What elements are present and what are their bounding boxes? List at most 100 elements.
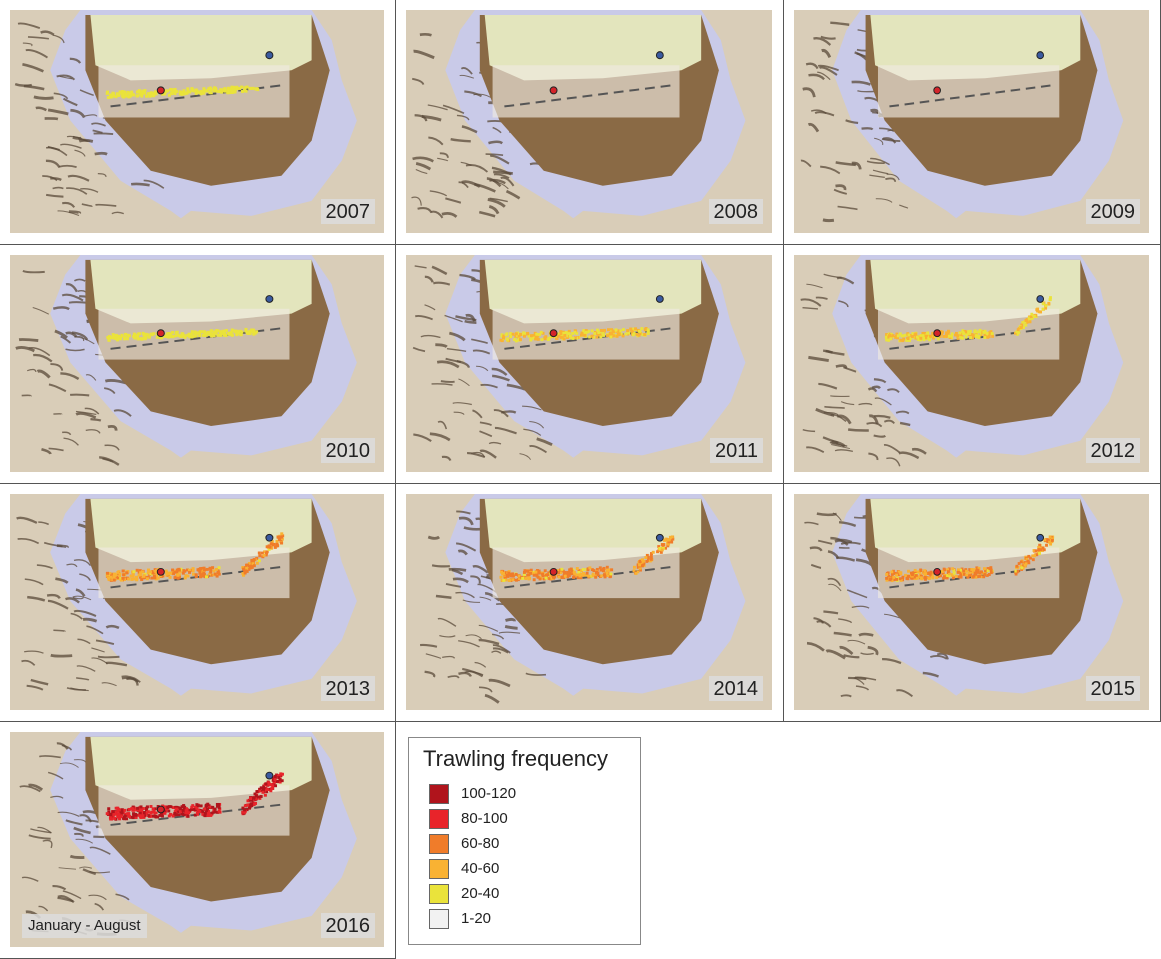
map-panel: 2015 [784,484,1161,722]
continental-shelf [90,498,312,563]
coast-east [671,10,772,233]
legend-label: 80-100 [461,810,508,827]
station-marker-red [933,86,941,95]
trawling-band [105,85,260,100]
station-marker-blue [265,533,274,542]
coast-east [281,494,384,710]
continental-shelf [870,259,1081,324]
coast-east [1051,494,1149,710]
trawling-band [885,535,1055,583]
trawling-band [884,296,1052,343]
legend: Trawling frequency 100-120 80-100 60-80 40-… [408,737,641,945]
isobath-line [889,566,1052,589]
coast-east [281,255,384,472]
continental-shelf [870,498,1081,563]
coast-west [10,732,202,947]
legend-label: 20-40 [461,885,500,902]
map-panel: 2010 [0,245,396,484]
station-marker-blue [265,771,274,780]
station-marker-blue [655,295,664,303]
survey-area [877,65,1060,118]
continental-shelf [484,498,702,563]
map-panel: 2008 [396,0,784,245]
trawling-band [105,532,285,582]
legend-title: Trawling frequency [423,746,609,771]
map-panel: 2009 [784,0,1161,245]
trawling-band [105,772,284,821]
station-marker-blue [265,51,274,60]
isobath-line [504,327,672,350]
coast-west [794,255,976,472]
year-label: 2010 [320,438,375,463]
coast-west [406,10,593,233]
station-marker-red [933,567,941,576]
seafloor-map [794,10,1149,233]
coast-east [281,10,384,233]
legend-label: 100-120 [461,785,517,802]
legend-label: 60-80 [461,835,500,852]
map-panel: 2013 [0,484,396,722]
survey-area [492,65,680,118]
station-marker-red [156,805,165,814]
year-label: 2009 [1085,199,1140,224]
year-label: 2015 [1085,676,1140,701]
trawling-band [499,327,650,343]
survey-area [98,547,290,599]
station-marker-red [156,567,165,576]
continental-shelf [90,259,312,324]
station-marker-red [549,567,558,576]
legend-label: 1-20 [461,910,492,927]
station-marker-blue [655,533,664,542]
continental-shelf [484,259,702,324]
coast-east [671,494,772,710]
map-panel: 2007 [0,0,396,245]
station-marker-blue [1036,51,1045,60]
legend-swatch [429,859,449,879]
year-label: 2007 [320,199,375,224]
station-marker-blue [1036,295,1045,303]
station-marker-red [156,86,165,95]
station-marker-red [549,86,558,95]
coast-west [406,494,593,710]
seafloor-map [10,494,384,710]
trawling-band [499,535,675,582]
station-marker-red [549,329,558,338]
coast-west [794,10,976,233]
station-marker-blue [655,51,664,60]
year-label: 2013 [320,676,375,701]
isobath-line [110,84,282,108]
station-marker-red [933,329,941,338]
year-label: 2008 [708,199,763,224]
coast-east [1051,10,1149,233]
legend-swatch [429,784,449,804]
seafloor-map [406,10,772,233]
year-label: 2012 [1085,438,1140,463]
map-panel: 2016 January - August [0,722,396,959]
year-label: 2014 [708,676,763,701]
map-panel: 2014 [396,484,784,722]
seafloor-map [10,10,384,233]
legend-swatch [429,884,449,904]
map-panel: 2011 [396,245,784,484]
legend-swatch [429,909,449,929]
year-label: 2016 [320,913,375,938]
period-label: January - August [22,914,147,938]
continental-shelf [484,15,702,81]
seafloor-map [10,255,384,472]
seafloor-map [406,255,772,472]
station-marker-red [156,329,165,338]
isobath-line [504,84,672,108]
trawling-band [106,327,259,342]
continental-shelf [90,736,312,800]
coast-west [406,255,593,472]
terrain-relief [411,32,565,219]
legend-label: 40-60 [461,860,500,877]
coast-west [10,10,202,233]
map-panel: 2012 [784,245,1161,484]
year-label: 2011 [709,438,763,463]
continental-shelf [90,15,312,81]
legend-swatch [429,834,449,854]
coast-east [281,732,384,947]
isobath-line [889,84,1052,108]
